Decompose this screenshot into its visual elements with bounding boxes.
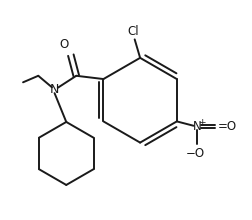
Text: N: N	[193, 120, 202, 133]
Text: N: N	[50, 83, 59, 96]
Text: −O: −O	[186, 147, 205, 160]
Text: O: O	[60, 38, 69, 51]
Text: =O: =O	[218, 120, 237, 133]
Text: Cl: Cl	[127, 25, 139, 38]
Text: +: +	[199, 118, 206, 127]
